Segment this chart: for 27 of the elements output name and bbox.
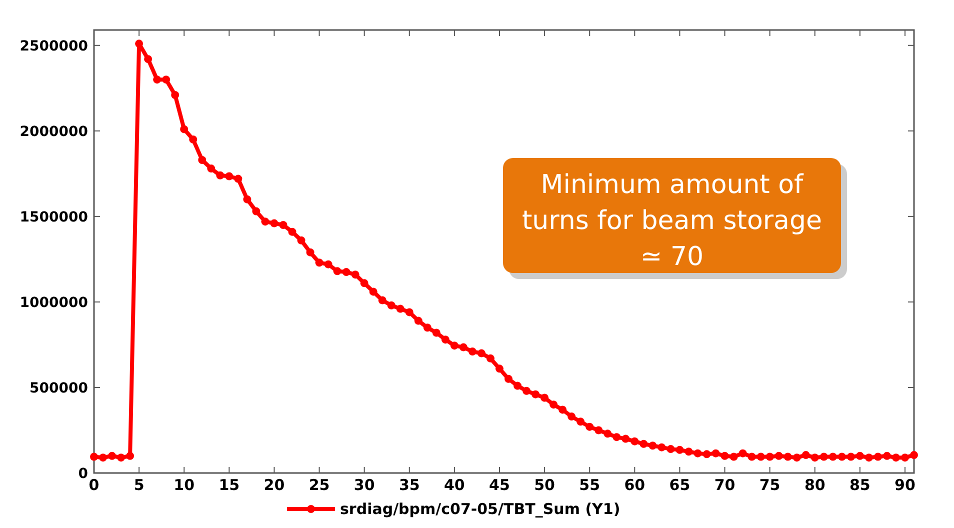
x-tick-label: 40 [444, 476, 465, 494]
x-tick-label: 5 [134, 476, 144, 494]
x-tick-label: 45 [489, 476, 510, 494]
x-tick-label: 20 [264, 476, 285, 494]
x-tick-label: 25 [308, 476, 330, 494]
x-tick-label: 70 [714, 476, 736, 494]
y-tick-label: 1000000 [20, 294, 88, 311]
x-tick-label: 65 [669, 476, 690, 494]
x-tick-label: 50 [534, 476, 555, 494]
x-tick-label: 0 [88, 476, 100, 494]
x-tick-label: 10 [174, 476, 195, 494]
y-tick-label: 2500000 [20, 38, 88, 54]
x-tick-label: 55 [579, 476, 600, 494]
annotation: Minimum amount of turns for beam storage ≃ 70 [522, 170, 822, 272]
x-tick-label: 15 [218, 476, 240, 494]
y-tick-label: 1500000 [20, 209, 88, 226]
legend-label: srdiag/bpm/c07-05/TBT_Sum (Y1) [340, 500, 620, 518]
y-tick-label: 500000 [30, 380, 88, 396]
y-tick-label: 2000000 [20, 124, 88, 140]
x-tick-label: 30 [354, 476, 375, 494]
x-tick-label: 75 [759, 476, 780, 494]
x-tick-label: 85 [849, 476, 870, 494]
y-tick-label: 0 [78, 466, 88, 482]
x-tick-label: 90 [894, 476, 916, 494]
x-tick-label: 35 [398, 476, 420, 494]
x-tick-label: 80 [804, 476, 826, 494]
x-tick-label: 60 [624, 476, 646, 494]
